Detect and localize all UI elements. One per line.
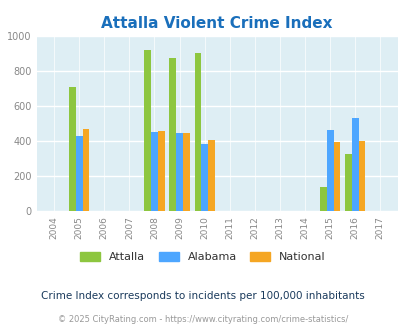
Bar [344, 154, 351, 211]
Legend: Attalla, Alabama, National: Attalla, Alabama, National [76, 248, 329, 267]
Text: © 2025 CityRating.com - https://www.cityrating.com/crime-statistics/: © 2025 CityRating.com - https://www.city… [58, 315, 347, 324]
Bar [151, 132, 158, 211]
Bar [82, 129, 89, 211]
Bar [144, 50, 151, 211]
Bar [326, 130, 333, 211]
Bar [158, 131, 164, 211]
Bar [358, 141, 364, 211]
Bar [194, 53, 201, 211]
Title: Attalla Violent Crime Index: Attalla Violent Crime Index [101, 16, 332, 31]
Bar [169, 58, 176, 211]
Bar [76, 136, 82, 211]
Bar [69, 87, 76, 211]
Bar [176, 133, 183, 211]
Bar [319, 187, 326, 211]
Bar [333, 143, 339, 211]
Bar [351, 118, 358, 211]
Bar [207, 140, 214, 211]
Bar [183, 133, 189, 211]
Text: Crime Index corresponds to incidents per 100,000 inhabitants: Crime Index corresponds to incidents per… [41, 291, 364, 301]
Bar [201, 144, 207, 211]
